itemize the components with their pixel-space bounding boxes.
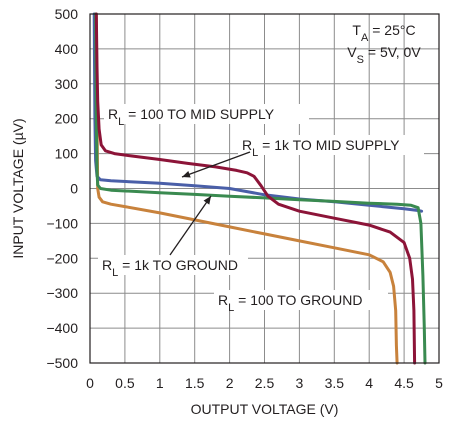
y-tick-label: 300	[55, 76, 79, 92]
series-label-0-main: R	[108, 106, 118, 122]
series-label-2-rest: = 1k TO GROUND	[118, 257, 238, 273]
series-layer	[92, 12, 427, 365]
condition-temperature: TA = 25°C	[352, 22, 415, 44]
series-label-backing	[104, 104, 309, 124]
series-label-1-rest: = 1k TO MID SUPPLY	[258, 137, 400, 153]
plot-frame	[89, 13, 440, 364]
series-label-1: RL = 1k TO MID SUPPLY	[242, 137, 400, 159]
x-tick-label: 0	[86, 375, 94, 391]
x-tick-label: 4.5	[394, 375, 414, 391]
y-tick-label: −300	[46, 285, 78, 301]
series-label-2-main: R	[102, 257, 112, 273]
x-tick-label: 3	[296, 375, 304, 391]
series-label-1-main: R	[242, 137, 252, 153]
condition-supply-rest: = 5V, 0V	[364, 44, 421, 60]
condition-supply-subscript: S	[357, 54, 364, 66]
condition-temperature-rest: = 25°C	[368, 22, 415, 38]
y-tick-label: −500	[46, 355, 78, 371]
series-line-0	[94, 12, 417, 365]
y-tick-label: 100	[55, 146, 79, 162]
condition-supply-main: V	[347, 44, 357, 60]
x-tick-label: 2	[226, 375, 234, 391]
series-label-3: RL = 100 TO GROUND	[218, 292, 363, 314]
y-tick-label: 400	[55, 41, 79, 57]
series-line-2	[94, 12, 427, 365]
series-label-backing	[214, 290, 388, 310]
x-tick-label: 3.5	[325, 375, 345, 391]
y-axis-title: INPUT VOLTAGE (µV)	[10, 118, 26, 258]
y-tick-label: −100	[46, 215, 78, 231]
series-label-0-subscript: L	[118, 116, 124, 128]
x-tick-label: 1	[156, 375, 164, 391]
series-label-3-rest: = 100 TO GROUND	[234, 292, 362, 308]
series-label-3-subscript: L	[228, 302, 234, 314]
y-tick-label: 500	[55, 6, 79, 22]
series-label-3-main: R	[218, 292, 228, 308]
x-tick-label: 2.5	[255, 375, 275, 391]
y-tick-label: 200	[55, 111, 79, 127]
series-label-backing	[238, 135, 424, 155]
series-label-2: RL = 1k TO GROUND	[102, 257, 238, 279]
series-label-2-subscript: L	[112, 267, 118, 279]
axes: 0 0.5 1 1.5 2 2.5 3 3.5 4 4.5 5 500 400 300 200 100 0 −10…	[10, 6, 443, 417]
condition-temperature-subscript: A	[361, 32, 369, 44]
y-tick-label: −200	[46, 250, 78, 266]
condition-temperature-main: T	[352, 22, 361, 38]
y-tick-label: 0	[70, 181, 78, 197]
x-tick-label: 1.5	[185, 375, 205, 391]
arrow-1k-ground-head	[203, 196, 211, 205]
x-tick-label: 5	[435, 375, 443, 391]
condition-supply: VS = 5V, 0V	[347, 44, 421, 66]
arrow-1k-mid-supply-shaft	[181, 151, 251, 178]
x-axis-title: OUTPUT VOLTAGE (V)	[191, 401, 339, 417]
series-label-0-rest: = 100 TO MID SUPPLY	[124, 106, 274, 122]
arrow-1k-ground-shaft	[169, 195, 212, 256]
series-label-backing	[98, 255, 248, 275]
series-line-3	[94, 12, 399, 365]
series-label-1-subscript: L	[252, 147, 258, 159]
x-tick-label: 0.5	[115, 375, 135, 391]
arrow-1k-mid-supply-head	[182, 170, 191, 178]
x-tick-label: 4	[365, 375, 373, 391]
y-tick-label: −400	[46, 320, 78, 336]
series-label-0: RL = 100 TO MID SUPPLY	[108, 106, 275, 128]
